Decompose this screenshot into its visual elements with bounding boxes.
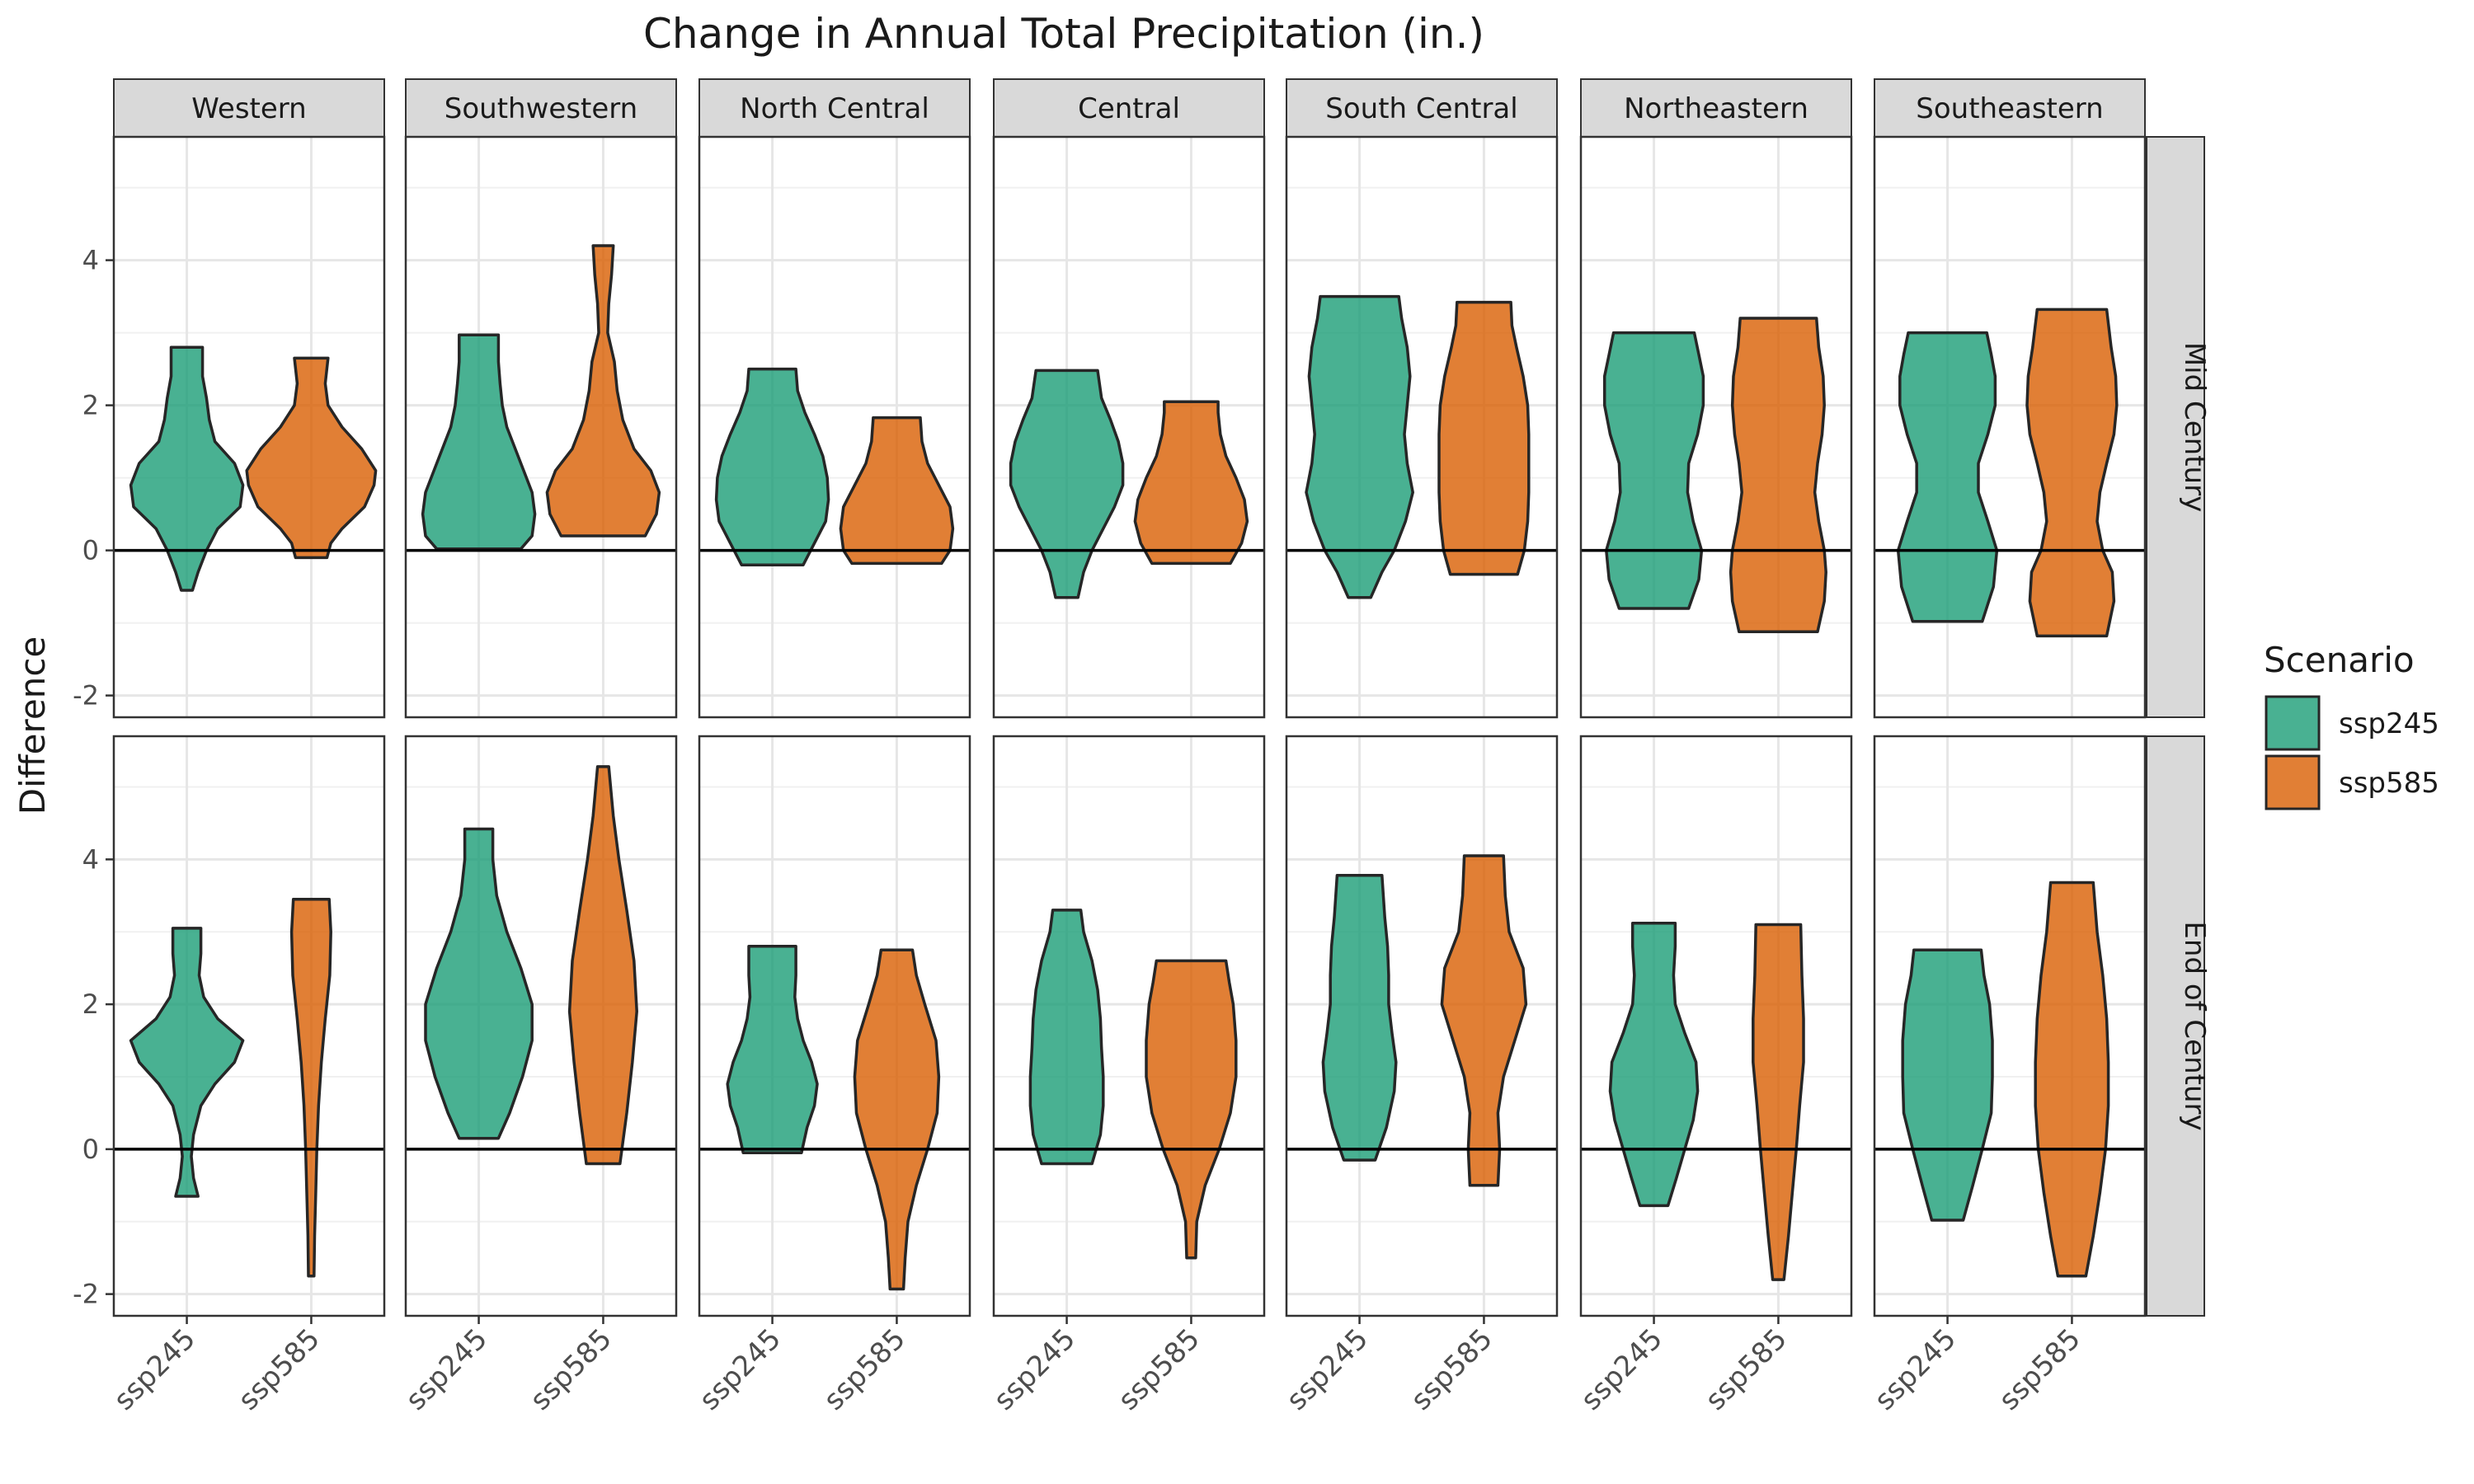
y-tick-label: 2 xyxy=(82,390,99,421)
chart-title: Change in Annual Total Precipitation (in… xyxy=(643,10,1484,58)
violin-ssp245 xyxy=(129,927,245,1198)
violin-ssp245 xyxy=(714,367,830,566)
legend-item-ssp245: ssp245 xyxy=(2265,695,2439,751)
violin-ssp245 xyxy=(1602,331,1705,610)
facet-strip-label: Northeastern xyxy=(1624,92,1808,125)
facet-strip-label: Southwestern xyxy=(444,92,637,125)
y-tick-label: 0 xyxy=(82,1134,99,1165)
y-tick-label: 4 xyxy=(82,843,99,875)
y-tick-label: -2 xyxy=(73,680,99,711)
violin-ssp245 xyxy=(1028,909,1105,1166)
violin-ssp245 xyxy=(726,945,819,1155)
facet-strip-central: Central xyxy=(993,78,1265,138)
facet-strip-label: North Central xyxy=(740,92,929,125)
panel-western-1 xyxy=(112,735,386,1317)
violin-ssp245 xyxy=(1608,921,1700,1208)
legend-label: ssp585 xyxy=(2339,767,2439,800)
row-strip-end-of-century: End of Century xyxy=(2146,735,2211,1317)
panel-southeastern-0 xyxy=(1873,135,2147,719)
legend-item-ssp585: ssp585 xyxy=(2265,754,2439,810)
violin-ssp245 xyxy=(1305,294,1414,599)
panel-western-0 xyxy=(112,135,386,719)
legend-title: Scenario xyxy=(2264,640,2415,680)
facet-strip-north-central: North Central xyxy=(698,78,971,138)
legend-swatch xyxy=(2265,754,2321,810)
y-tick-label: 0 xyxy=(82,535,99,566)
violin-ssp585 xyxy=(289,897,332,1278)
violin-ssp585 xyxy=(1437,300,1531,576)
violin-ssp585 xyxy=(545,244,661,538)
legend: Scenario ssp245 ssp585 xyxy=(2264,640,2439,810)
facet-strip-southeastern: Southeastern xyxy=(1874,78,2146,138)
violin-ssp585 xyxy=(2034,881,2110,1278)
facet-strip-south-central: South Central xyxy=(1286,78,1558,138)
y-tick-label: 4 xyxy=(82,245,99,276)
panel-south-central-0 xyxy=(1285,135,1559,719)
row-strip-label: Mid Century xyxy=(2178,342,2211,512)
legend-label: ssp245 xyxy=(2339,707,2439,740)
violin-ssp245 xyxy=(421,333,537,551)
panel-northeastern-0 xyxy=(1579,135,1853,719)
row-strip-label: End of Century xyxy=(2178,921,2211,1130)
facet-strip-northeastern: Northeastern xyxy=(1580,78,1852,138)
violin-ssp585 xyxy=(567,765,638,1166)
row-strip-mid-century: Mid Century xyxy=(2146,136,2211,718)
facet-panels: Western Southwestern North Central Central S… xyxy=(73,78,2211,1417)
y-axis-label: Difference xyxy=(12,636,53,815)
violin-ssp585 xyxy=(853,948,941,1291)
panel-northeastern-1 xyxy=(1579,735,1853,1317)
violin-ssp585 xyxy=(2025,308,2119,638)
facet-strip-southwestern: Southwestern xyxy=(405,78,677,138)
facet-strip-label: Western xyxy=(191,92,306,125)
panel-north-central-0 xyxy=(698,135,971,719)
y-tick-label: 2 xyxy=(82,989,99,1020)
panel-south-central-1 xyxy=(1285,735,1559,1317)
violin-ssp585 xyxy=(1729,317,1827,633)
legend-swatch xyxy=(2265,695,2321,751)
violin-ssp585 xyxy=(1145,959,1238,1260)
panel-central-0 xyxy=(992,135,1266,719)
facet-strip-label: Southeastern xyxy=(1916,92,2103,125)
facet-strip-label: Central xyxy=(1078,92,1180,125)
violin-ssp585 xyxy=(1133,400,1249,566)
panel-southwestern-1 xyxy=(404,735,678,1317)
facet-strip-label: South Central xyxy=(1325,92,1517,125)
y-tick-label: -2 xyxy=(73,1279,99,1310)
panel-central-1 xyxy=(992,735,1266,1317)
violin-ssp585 xyxy=(245,356,378,560)
panel-north-central-1 xyxy=(698,735,971,1317)
violin-ssp585 xyxy=(839,416,955,566)
violin-ssp585 xyxy=(1440,854,1528,1187)
violin-ssp245 xyxy=(129,345,245,592)
panel-southwestern-0 xyxy=(404,135,678,719)
panel-southeastern-1 xyxy=(1873,735,2147,1317)
violin-ssp245 xyxy=(1321,873,1398,1162)
facet-strip-western: Western xyxy=(113,78,385,138)
violin-ssp245 xyxy=(1009,369,1125,599)
violin-ssp245 xyxy=(424,827,534,1140)
